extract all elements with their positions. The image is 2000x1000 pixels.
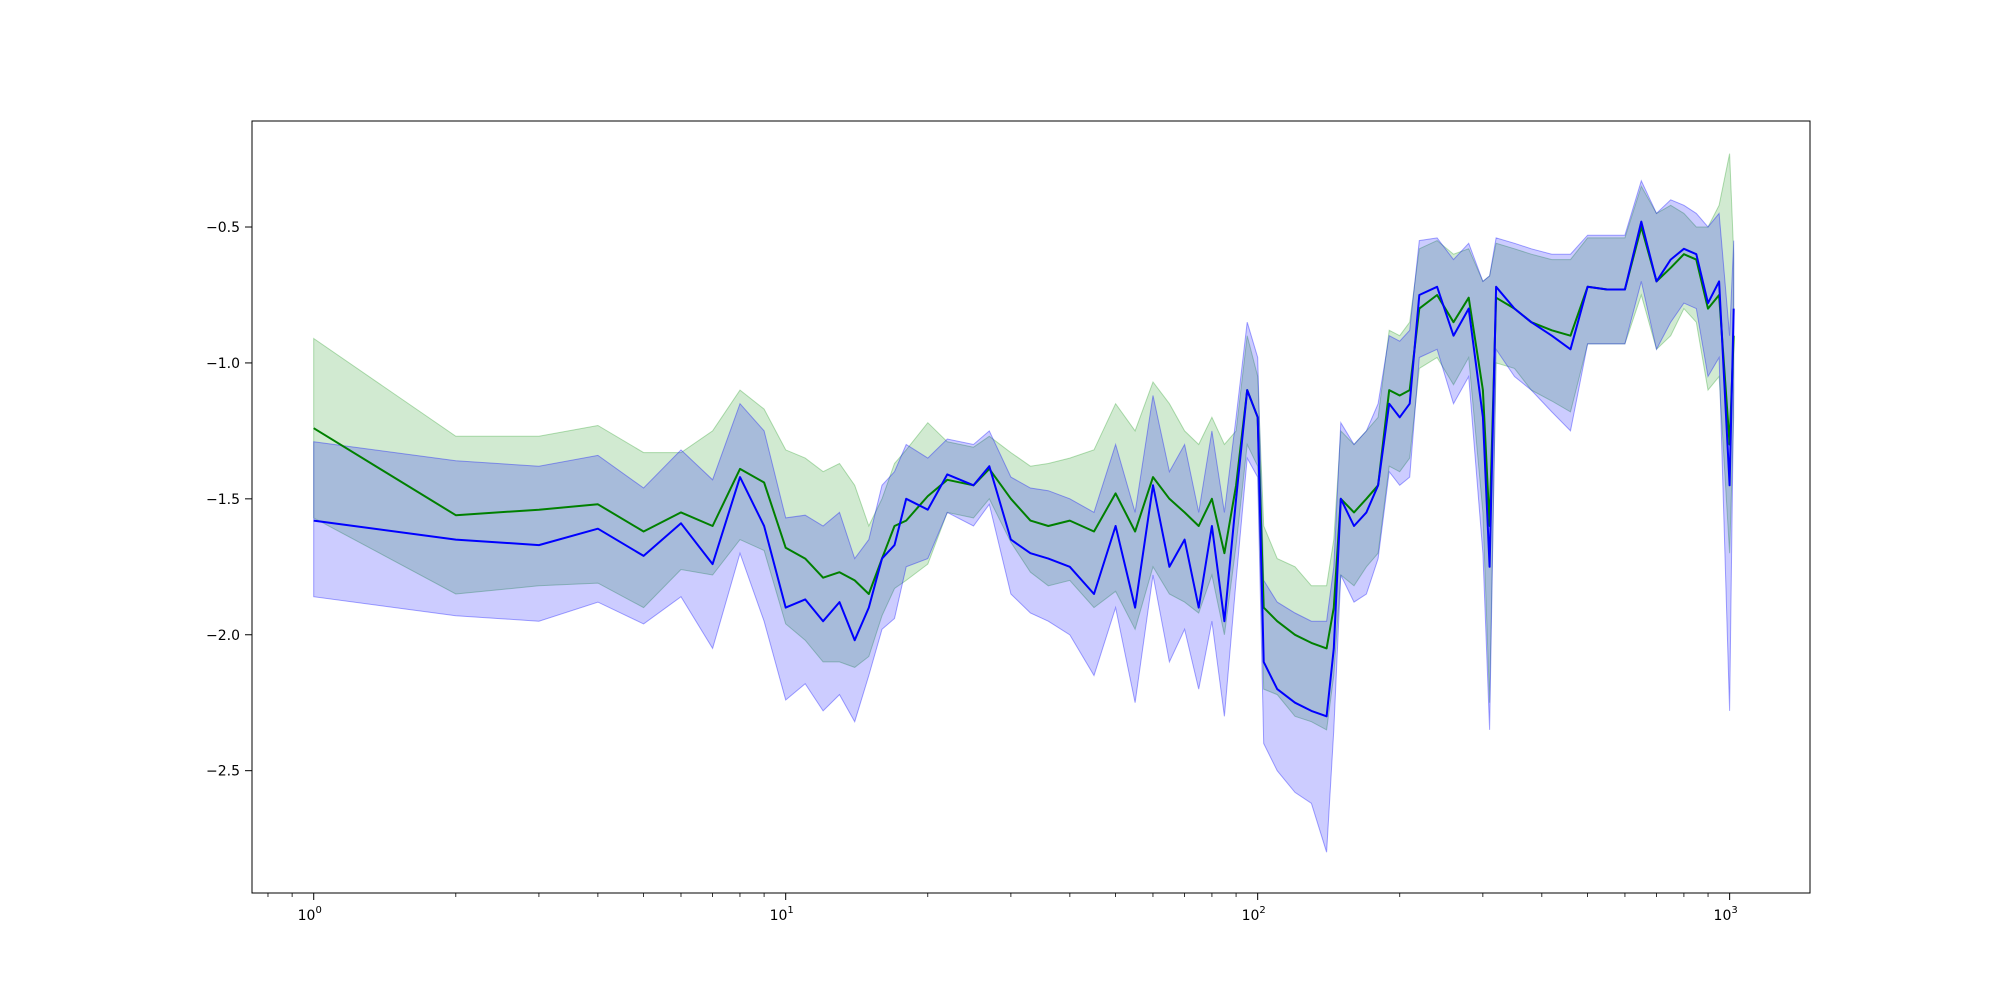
confidence-bands	[313, 153, 1735, 853]
plot-frame	[251, 120, 1811, 894]
y-tick-label: −2.5	[206, 764, 240, 780]
plot-area	[252, 121, 1810, 893]
y-axis: −0.5 −1.0 −1.5 −2.0 −2.5	[206, 220, 252, 780]
y-tick-label: −2.0	[206, 628, 240, 644]
y-tick-label: −0.5	[206, 220, 240, 236]
series-band-2	[313, 179, 1735, 853]
series-lines	[313, 220, 1735, 718]
series-line-2	[313, 220, 1735, 718]
y-tick-label: −1.0	[206, 356, 240, 372]
y-tick-label: −1.5	[206, 492, 240, 508]
series-band-1	[313, 153, 1735, 731]
